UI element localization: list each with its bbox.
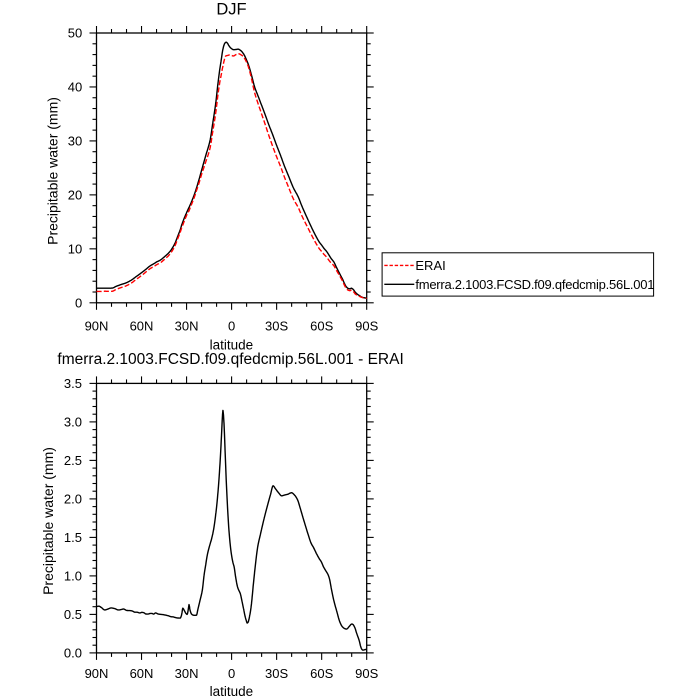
- svg-text:Precipitable water (mm): Precipitable water (mm): [44, 97, 60, 245]
- svg-text:30: 30: [68, 134, 82, 149]
- svg-text:0: 0: [228, 666, 235, 681]
- svg-text:latitude: latitude: [210, 684, 254, 699]
- svg-text:60N: 60N: [130, 319, 154, 334]
- svg-text:2.0: 2.0: [64, 492, 82, 507]
- svg-text:30S: 30S: [265, 666, 288, 681]
- svg-text:20: 20: [68, 188, 82, 203]
- svg-text:fmerra.2.1003.FCSD.f09.qfedcmi: fmerra.2.1003.FCSD.f09.qfedcmip.56L.001 …: [57, 351, 403, 368]
- svg-text:ERAI: ERAI: [415, 258, 445, 273]
- svg-text:Precipitable water (mm): Precipitable water (mm): [40, 447, 56, 595]
- svg-text:0.0: 0.0: [64, 646, 82, 661]
- svg-text:30S: 30S: [265, 319, 288, 334]
- svg-text:60S: 60S: [310, 666, 333, 681]
- svg-text:fmerra.2.1003.FCSD.f09.qfedcmi: fmerra.2.1003.FCSD.f09.qfedcmip.56L.001: [415, 277, 654, 292]
- svg-text:50: 50: [68, 26, 82, 41]
- svg-text:90N: 90N: [85, 319, 109, 334]
- svg-text:0: 0: [228, 319, 235, 334]
- svg-text:90S: 90S: [355, 319, 378, 334]
- svg-text:60N: 60N: [130, 666, 154, 681]
- svg-text:1.5: 1.5: [64, 530, 82, 545]
- svg-text:3.5: 3.5: [64, 376, 82, 391]
- svg-text:0.5: 0.5: [64, 607, 82, 622]
- svg-text:2.5: 2.5: [64, 453, 82, 468]
- svg-text:90S: 90S: [355, 666, 378, 681]
- svg-text:0: 0: [75, 295, 82, 310]
- svg-text:90N: 90N: [85, 666, 109, 681]
- svg-text:latitude: latitude: [210, 338, 254, 353]
- svg-text:3.0: 3.0: [64, 415, 82, 430]
- svg-text:DJF: DJF: [216, 1, 246, 19]
- svg-text:30N: 30N: [175, 319, 199, 334]
- svg-text:10: 10: [68, 241, 82, 256]
- svg-text:40: 40: [68, 80, 82, 95]
- svg-text:60S: 60S: [310, 319, 333, 334]
- svg-text:30N: 30N: [175, 666, 199, 681]
- svg-text:1.0: 1.0: [64, 569, 82, 584]
